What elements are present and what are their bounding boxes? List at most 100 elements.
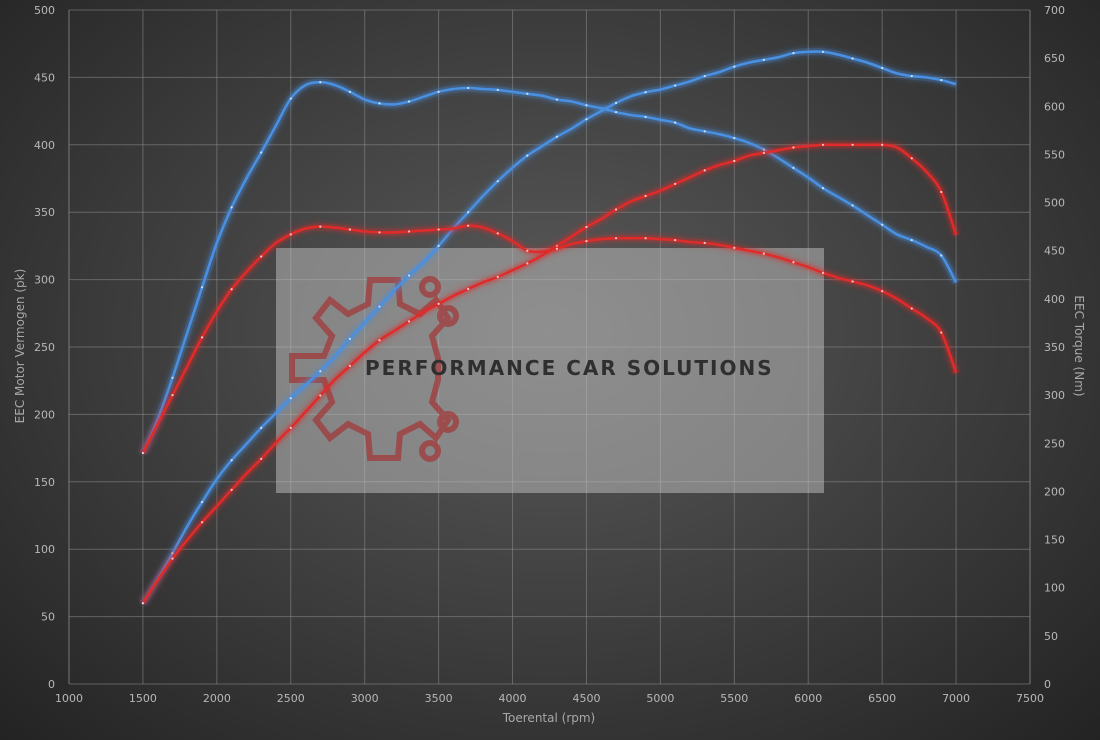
data-point-power-stock	[200, 521, 204, 524]
y-right-tick-label: 500	[1044, 197, 1065, 210]
data-point-torque-tuned	[496, 88, 499, 92]
x-tick-label: 1000	[55, 692, 83, 705]
y-left-tick-label: 200	[34, 408, 55, 421]
data-point-power-stock	[851, 143, 854, 146]
data-point-power-stock	[821, 143, 825, 146]
data-point-power-tuned	[762, 58, 765, 61]
data-point-power-tuned	[407, 274, 411, 277]
data-point-power-stock	[289, 426, 292, 429]
data-point-power-stock	[733, 159, 736, 163]
x-axis-label: Toerental (rpm)	[502, 711, 595, 725]
data-point-torque-tuned	[200, 286, 204, 289]
data-point-torque-tuned	[171, 376, 174, 379]
y-left-tick-label: 100	[34, 543, 55, 556]
y-right-tick-label: 50	[1044, 630, 1058, 643]
data-point-power-tuned	[496, 180, 499, 183]
data-point-power-tuned	[230, 459, 233, 462]
data-point-power-tuned	[910, 74, 913, 78]
y-right-tick-label: 450	[1044, 245, 1065, 258]
y-right-tick-label: 100	[1044, 582, 1065, 595]
data-point-power-tuned	[378, 305, 381, 308]
data-point-power-stock	[585, 225, 588, 229]
data-point-power-stock	[378, 339, 381, 342]
data-point-torque-stock	[171, 394, 174, 397]
data-point-power-stock	[674, 182, 677, 185]
data-point-torque-tuned	[230, 206, 233, 209]
data-point-power-tuned	[703, 74, 706, 78]
data-point-power-tuned	[733, 65, 736, 68]
data-point-torque-tuned	[821, 187, 825, 190]
data-point-power-stock	[230, 488, 233, 491]
data-point-power-stock	[348, 364, 352, 367]
y-right-tick-label: 700	[1044, 4, 1065, 17]
data-point-torque-stock	[378, 231, 381, 234]
data-point-power-tuned	[940, 78, 943, 82]
data-point-torque-tuned	[910, 239, 913, 242]
x-tick-label: 5500	[720, 692, 748, 705]
data-point-torque-tuned	[526, 92, 529, 95]
data-point-torque-tuned	[348, 90, 352, 93]
data-point-power-tuned	[348, 337, 352, 341]
data-point-power-stock	[703, 169, 706, 172]
x-axis-ticks: 1000 1500 2000 2500 3000 3500 4000 4500 5000 5500…	[55, 692, 1044, 705]
data-point-torque-stock	[940, 331, 943, 334]
data-point-torque-tuned	[437, 90, 440, 93]
data-point-torque-stock	[437, 228, 440, 231]
y-left-tick-label: 400	[34, 139, 55, 152]
data-point-torque-stock	[762, 252, 765, 255]
data-point-torque-tuned	[378, 102, 381, 105]
y-right-tick-label: 650	[1044, 52, 1065, 65]
data-point-torque-stock	[644, 237, 647, 240]
y-axis-right-ticks: 0 50 100 150 200 250 300 350 400 450 500 550 600 650 7…	[1044, 4, 1065, 691]
y-left-tick-label: 50	[41, 611, 55, 624]
x-tick-label: 5000	[646, 692, 674, 705]
series-line-torque-tuned	[141, 80, 958, 454]
gear-circuit-logo	[289, 276, 459, 462]
y-right-tick-label: 250	[1044, 437, 1065, 450]
data-point-torque-stock	[407, 230, 411, 233]
data-point-torque-stock	[348, 228, 352, 231]
x-tick-label: 4000	[499, 692, 527, 705]
data-point-power-stock	[171, 557, 174, 560]
data-point-torque-stock	[526, 249, 529, 252]
data-point-torque-tuned	[733, 136, 736, 140]
data-point-power-tuned	[467, 211, 470, 214]
x-tick-label: 6500	[868, 692, 896, 705]
y-right-tick-label: 0	[1044, 678, 1051, 691]
data-point-power-stock	[467, 287, 470, 291]
x-tick-label: 7500	[1016, 692, 1044, 705]
data-point-power-tuned	[881, 66, 884, 70]
y-right-tick-label: 300	[1044, 389, 1065, 402]
data-point-power-tuned	[289, 397, 292, 400]
x-tick-label: 6000	[794, 692, 822, 705]
data-point-torque-stock	[467, 224, 470, 227]
y-left-tick-label: 450	[34, 71, 55, 84]
data-point-torque-stock	[260, 255, 263, 258]
data-point-power-stock	[141, 602, 145, 605]
data-point-torque-tuned	[792, 166, 795, 170]
data-point-power-stock	[881, 143, 884, 146]
data-point-torque-tuned	[703, 130, 706, 133]
y-axis-left-label: EEC Motor Vermogen (pk)	[13, 269, 27, 424]
data-point-torque-tuned	[467, 86, 470, 90]
watermark-text: PERFORMANCE CAR SOLUTIONS	[365, 356, 774, 380]
data-point-torque-tuned	[260, 151, 263, 154]
y-right-tick-label: 600	[1044, 100, 1065, 113]
data-point-torque-stock	[851, 280, 854, 283]
data-point-power-stock	[940, 190, 943, 194]
data-point-power-stock	[792, 146, 795, 149]
series-lines	[139, 48, 960, 606]
data-point-power-stock	[260, 457, 263, 460]
x-tick-label: 4500	[572, 692, 600, 705]
data-point-torque-tuned	[851, 204, 854, 207]
data-point-torque-stock	[881, 290, 884, 293]
data-point-torque-stock	[496, 232, 499, 235]
y-left-tick-label: 500	[34, 4, 55, 17]
data-point-torque-tuned	[289, 97, 292, 100]
y-right-tick-label: 550	[1044, 148, 1065, 161]
data-point-power-stock	[407, 320, 411, 323]
data-point-torque-tuned	[555, 98, 558, 101]
data-point-power-stock	[319, 394, 322, 397]
data-point-power-tuned	[319, 370, 322, 373]
y-axis-right-label: EEC Torque (Nm)	[1072, 295, 1086, 396]
